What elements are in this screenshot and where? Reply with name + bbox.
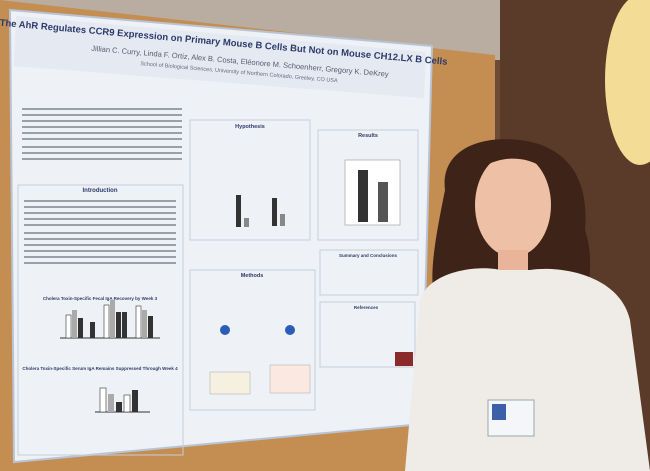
intro-text: [24, 200, 176, 264]
hypothesis-panel: [189, 119, 311, 241]
figure-bars: [95, 387, 150, 413]
figure-bars: [60, 300, 160, 339]
section-heading: Summary and Conclusions: [339, 253, 398, 258]
lamp: [605, 0, 650, 165]
poster-header: [14, 16, 426, 98]
abstract-text: [22, 108, 182, 160]
intro-panel: [17, 184, 184, 456]
results-figure: [344, 159, 401, 226]
bangs: [465, 148, 560, 190]
university-logo: [395, 352, 413, 366]
section-heading: Introduction: [83, 188, 118, 194]
section-heading: Hypothesis: [235, 124, 265, 130]
references-panel: [319, 301, 416, 368]
shirt: [405, 268, 650, 471]
hypothesis-figure: [236, 195, 285, 227]
section-heading: References: [354, 305, 379, 310]
results-panel: [317, 129, 419, 241]
section-heading: Methods: [241, 273, 264, 279]
section-heading: Results: [358, 133, 378, 139]
summary-panel: [319, 249, 419, 296]
methods-diagram: [209, 325, 311, 395]
badge-logo: [492, 404, 506, 420]
figure-title: Cholera Toxin-Specific Serum IgA Remains…: [22, 366, 178, 371]
face: [475, 153, 551, 257]
methods-panel: [189, 269, 316, 411]
figure-title: Cholera Toxin-Specific Fecal IgA Recover…: [43, 296, 158, 301]
